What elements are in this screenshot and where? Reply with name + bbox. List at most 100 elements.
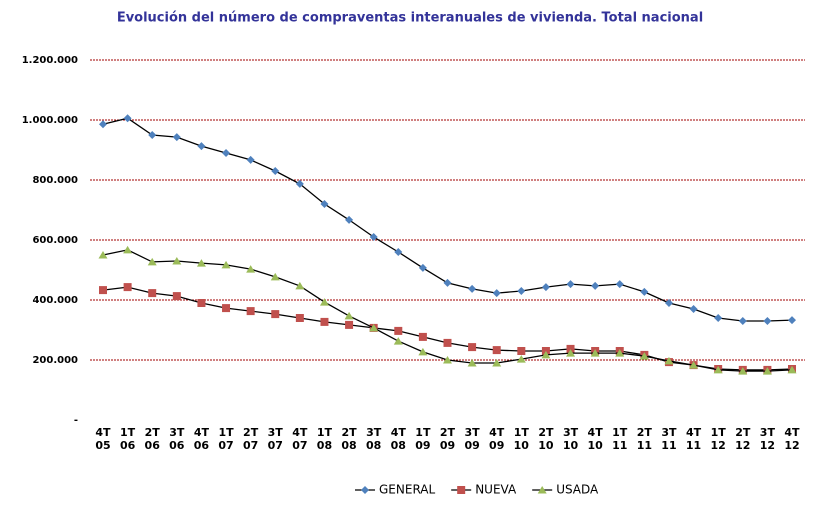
marker <box>246 265 256 273</box>
marker <box>295 314 304 322</box>
marker <box>123 283 132 292</box>
x-tick-label: 1T 09 <box>415 426 431 452</box>
marker <box>689 361 699 369</box>
marker <box>320 200 329 208</box>
marker <box>517 347 526 355</box>
marker <box>468 284 477 293</box>
x-tick-label: 3T 06 <box>169 426 185 452</box>
marker <box>541 350 551 359</box>
marker <box>457 486 466 494</box>
marker <box>246 155 255 164</box>
marker <box>763 317 772 325</box>
x-tick-label: 2T 08 <box>341 426 357 452</box>
marker <box>689 305 698 313</box>
marker <box>99 286 107 295</box>
marker <box>394 248 403 256</box>
marker <box>271 167 280 175</box>
marker <box>147 257 157 266</box>
x-tick-label: 4T 11 <box>685 426 702 452</box>
x-tick-label: 3T 12 <box>759 426 776 452</box>
x-tick-label: 4T 10 <box>587 426 603 452</box>
marker <box>443 356 452 364</box>
marker <box>361 486 369 494</box>
marker <box>345 320 354 329</box>
marker <box>443 278 452 287</box>
marker <box>492 346 501 355</box>
marker <box>172 257 182 265</box>
marker <box>664 299 673 307</box>
marker <box>541 283 550 292</box>
x-tick-label: 4T 05 <box>95 426 111 452</box>
marker <box>468 343 477 352</box>
marker <box>222 304 231 313</box>
marker <box>222 149 231 157</box>
marker <box>320 317 329 326</box>
x-tick-label: 2T 11 <box>636 426 652 452</box>
marker <box>615 349 625 357</box>
x-tick-label: 3T 09 <box>464 426 480 452</box>
marker <box>787 365 797 374</box>
marker <box>172 133 181 142</box>
marker <box>615 280 624 289</box>
marker <box>566 280 575 289</box>
marker <box>640 287 649 296</box>
y-tick-label: 600.000 <box>32 235 78 246</box>
marker <box>369 233 378 241</box>
x-tick-label: 1T 08 <box>316 426 333 452</box>
marker <box>517 287 526 295</box>
series-line <box>102 117 793 322</box>
legend-label: USADA <box>556 483 599 497</box>
marker <box>664 356 674 365</box>
x-tick-label: 1T 07 <box>218 426 234 452</box>
marker <box>221 260 231 269</box>
marker <box>394 326 403 335</box>
marker <box>418 347 428 356</box>
y-tick-label: - <box>74 415 78 426</box>
marker <box>738 317 747 325</box>
x-tick-label: 3T 10 <box>562 426 579 452</box>
marker <box>197 142 206 151</box>
x-tick-label: 4T 06 <box>193 426 210 452</box>
marker <box>714 314 723 322</box>
marker <box>537 486 547 494</box>
marker <box>123 114 132 123</box>
marker <box>148 289 157 298</box>
marker <box>345 215 354 224</box>
marker <box>172 292 181 301</box>
legend-label: NUEVA <box>475 483 517 497</box>
x-tick-label: 4T 08 <box>390 426 406 452</box>
marker <box>590 349 600 357</box>
marker <box>566 349 576 357</box>
marker <box>99 120 107 129</box>
marker <box>393 337 403 345</box>
x-tick-label: 1T 12 <box>710 426 726 452</box>
marker <box>295 281 305 290</box>
marker <box>344 311 354 320</box>
x-tick-label: 2T 09 <box>439 426 456 452</box>
marker <box>713 365 723 374</box>
x-tick-label: 2T 07 <box>242 426 259 452</box>
marker <box>123 245 133 254</box>
marker <box>319 298 329 306</box>
legend-label: GENERAL <box>379 483 436 497</box>
marker <box>369 323 379 332</box>
x-tick-label: 2T 10 <box>538 426 554 452</box>
x-tick-label: 1T 10 <box>513 426 529 452</box>
y-tick-label: 1.200.000 <box>22 55 78 66</box>
marker <box>492 289 501 298</box>
y-tick-label: 200.000 <box>32 355 78 366</box>
y-tick-label: 800.000 <box>32 175 78 186</box>
x-tick-label: 3T 08 <box>366 426 382 452</box>
y-tick-label: 1.000.000 <box>22 115 78 126</box>
marker <box>639 352 649 360</box>
marker <box>271 310 280 319</box>
x-tick-label: 3T 11 <box>661 426 677 452</box>
marker <box>98 251 108 259</box>
marker <box>418 263 427 272</box>
marker <box>295 179 304 188</box>
marker <box>788 316 796 325</box>
x-tick-label: 2T 12 <box>735 426 751 452</box>
x-tick-label: 4T 07 <box>292 426 308 452</box>
marker <box>566 344 575 353</box>
